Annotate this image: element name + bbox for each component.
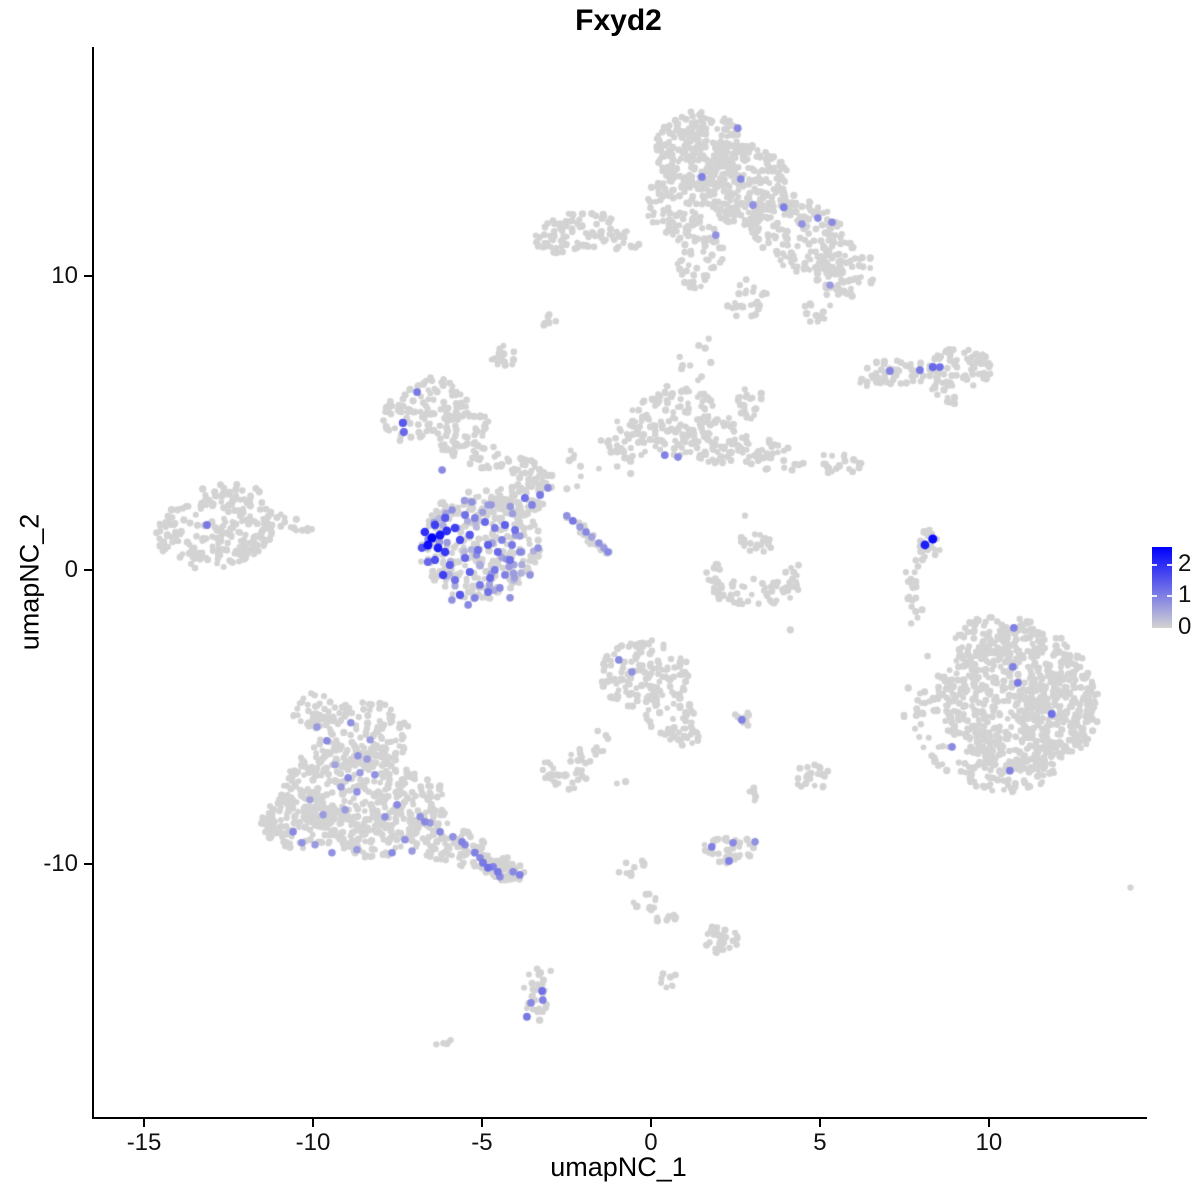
x-tick-mark	[649, 1119, 652, 1127]
x-tick-label: -5	[471, 1129, 493, 1156]
x-tick-label: -10	[295, 1129, 331, 1156]
y-tick-label: 10	[51, 261, 78, 289]
x-tick-label: 10	[975, 1129, 1003, 1156]
x-tick-mark	[480, 1119, 483, 1127]
colorbar-gradient	[1152, 547, 1172, 628]
colorbar-label: 2	[1178, 549, 1192, 577]
colorbar-tick	[1167, 595, 1172, 598]
x-axis-label: umapNC_1	[550, 1152, 687, 1182]
y-tick-mark	[84, 274, 92, 277]
x-tick-mark	[143, 1119, 146, 1127]
y-tick-mark	[84, 568, 92, 571]
x-tick-label: 5	[813, 1129, 827, 1156]
colorbar-tick	[1152, 563, 1157, 566]
x-tick-mark	[312, 1119, 314, 1127]
colorbar-label: 0	[1178, 613, 1192, 640]
x-tick-mark	[818, 1119, 821, 1127]
x-tick-mark	[987, 1119, 990, 1127]
y-tick-label: -10	[43, 849, 78, 877]
colorbar-label: 1	[1178, 581, 1192, 609]
x-tick-label: 0	[644, 1129, 658, 1156]
expression-colorbar-legend: 2 1 0	[1150, 540, 1200, 640]
colorbar-tick	[1152, 595, 1157, 598]
y-axis-label: umapNC_2	[14, 513, 45, 651]
x-tick-label: -15	[126, 1129, 162, 1156]
y-tick-label: 0	[64, 555, 78, 583]
colorbar-tick	[1167, 563, 1172, 566]
y-tick-mark	[84, 862, 92, 865]
